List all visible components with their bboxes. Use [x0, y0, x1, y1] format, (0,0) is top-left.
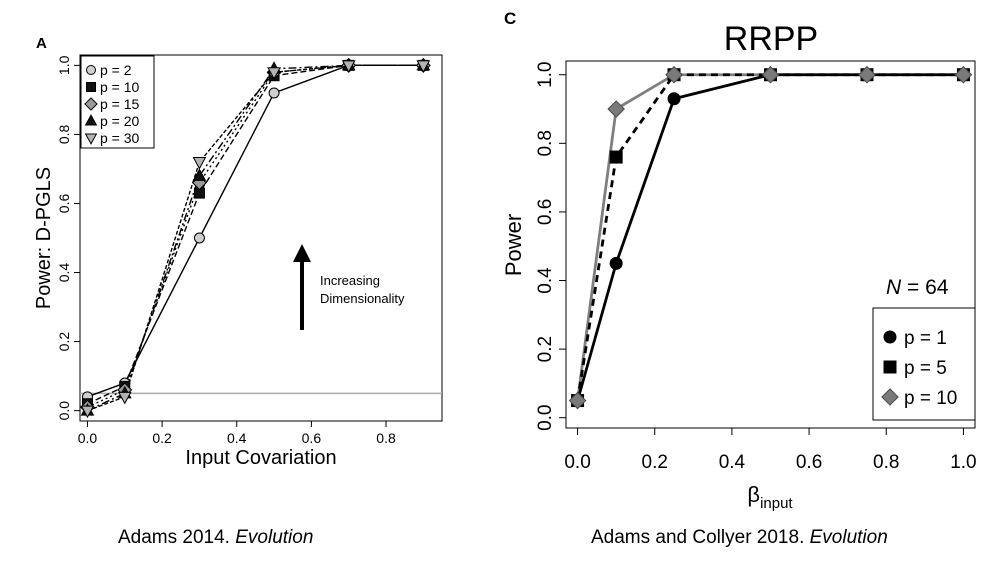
x-tick-label: 0.6 [302, 430, 322, 446]
legend-marker [84, 133, 98, 145]
panel-a-series-lines [87, 64, 424, 412]
y-tick-label: 0.2 [535, 336, 556, 362]
data-point [761, 65, 780, 84]
sample-size-label: N = 64 [886, 276, 949, 299]
x-tick-label: 0.2 [642, 452, 668, 473]
legend-label: p = 2 [100, 62, 132, 78]
y-tick-label: 0.8 [56, 124, 72, 144]
series-line-p30 [87, 64, 424, 412]
series-line-p1 [576, 73, 964, 401]
panel-c-markers [568, 65, 973, 410]
x-tick-label: 0.4 [227, 430, 247, 446]
y-tick-label: 0.8 [535, 130, 556, 156]
series-line-p20 [87, 64, 424, 412]
increasing-dimensionality-annotation: Increasing Dimensionality [293, 244, 405, 330]
legend-label: p = 10 [904, 388, 957, 409]
y-tick-label: 1.0 [56, 55, 72, 75]
legend-label: p = 20 [100, 113, 140, 129]
data-point [80, 405, 95, 419]
data-point [341, 60, 356, 73]
panel-c-x-axis-label: βinput [747, 482, 793, 512]
data-point [667, 92, 681, 106]
panel-a-y-ticks: 0.0 0.2 0.4 0.6 0.8 1.0 [56, 55, 80, 420]
series-line-p2 [87, 64, 424, 398]
panel-c-caption: Adams and Collyer 2018. Evolution [591, 527, 888, 548]
panel-c-legend: p = 1 p = 5 p = 10 [872, 307, 976, 421]
panel-a-legend: p = 2p = 10p = 15p = 20p = 30 [80, 55, 155, 149]
data-point [193, 232, 205, 244]
data-point [665, 65, 683, 84]
data-point [268, 87, 280, 99]
y-tick-label: 0.6 [56, 194, 72, 214]
panel-a-y-axis-label: Power: D-PGLS [33, 167, 55, 309]
x-tick-label: 0.0 [78, 430, 98, 446]
panel-a-caption: Adams 2014. Evolution [118, 527, 314, 548]
y-tick-label: 0.0 [535, 404, 556, 430]
up-arrow-icon [293, 244, 311, 262]
x-tick-label: 0.6 [796, 452, 822, 473]
panel-c-y-ticks: 0.0 0.2 0.4 0.6 0.8 1.0 [535, 62, 566, 431]
data-point [858, 65, 876, 84]
annotation-line-2: Dimensionality [320, 291, 405, 306]
legend-marker [84, 114, 98, 126]
legend-label: p = 10 [100, 79, 140, 95]
panel-a-plot-frame [79, 54, 443, 422]
legend-marker [883, 330, 897, 344]
panel-c-x-ticks: 0.0 0.2 0.4 0.6 0.8 1.0 [564, 428, 977, 473]
legend-marker [86, 82, 96, 92]
data-point [117, 391, 132, 405]
data-point [192, 168, 207, 181]
x-tick-label: 1.0 [950, 452, 976, 473]
x-tick-label: 0.4 [719, 452, 746, 473]
panel-c: C RRPP 0.0 0.2 0.4 0.6 0.8 1.0 0.00.20.40.60.… [501, 9, 977, 512]
panel-a-markers [80, 57, 431, 419]
data-point [954, 65, 973, 84]
data-point [609, 150, 623, 164]
y-tick-label: 0.0 [56, 401, 72, 421]
panel-c-letter: C [504, 9, 516, 28]
data-point [607, 100, 625, 118]
series-line-p10 [87, 64, 424, 405]
data-point [192, 157, 207, 170]
x-tick-label: 0.8 [376, 430, 396, 446]
legend-marker [883, 360, 897, 374]
y-tick-label: 0.6 [535, 199, 556, 225]
annotation-line-1: Increasing [320, 273, 380, 288]
panel-a-x-ticks: 0.0 0.2 0.4 0.6 0.8 [78, 421, 396, 446]
legend-marker [881, 388, 899, 406]
panel-a: A 0.0 0.2 0.4 0.6 0.8 0.0 0.2 0.4 0.6 0.8 1.0 Inp… [33, 35, 443, 469]
panel-a-letter: A [36, 35, 47, 52]
legend-marker [86, 65, 96, 75]
panel-c-y-axis-label: Power [501, 214, 526, 276]
legend-label: p = 15 [100, 96, 140, 112]
legend-marker [84, 97, 98, 111]
legend-label: p = 1 [904, 328, 947, 349]
panel-c-plot-frame [565, 60, 976, 429]
data-point [416, 60, 431, 73]
panel-a-x-axis-label: Input Covariation [185, 447, 336, 469]
x-tick-label: 0.2 [152, 430, 172, 446]
data-point [609, 256, 623, 270]
x-tick-label: 0.0 [564, 452, 590, 473]
legend-label: p = 30 [100, 130, 140, 146]
panel-c-title: RRPP [724, 20, 818, 58]
y-tick-label: 1.0 [535, 62, 556, 88]
y-tick-label: 0.4 [535, 267, 556, 294]
data-point [568, 391, 587, 410]
x-tick-label: 0.8 [873, 452, 899, 473]
y-tick-label: 0.4 [56, 263, 72, 283]
data-point [267, 67, 281, 80]
legend-label: p = 5 [904, 358, 947, 379]
y-tick-label: 0.2 [56, 332, 72, 352]
